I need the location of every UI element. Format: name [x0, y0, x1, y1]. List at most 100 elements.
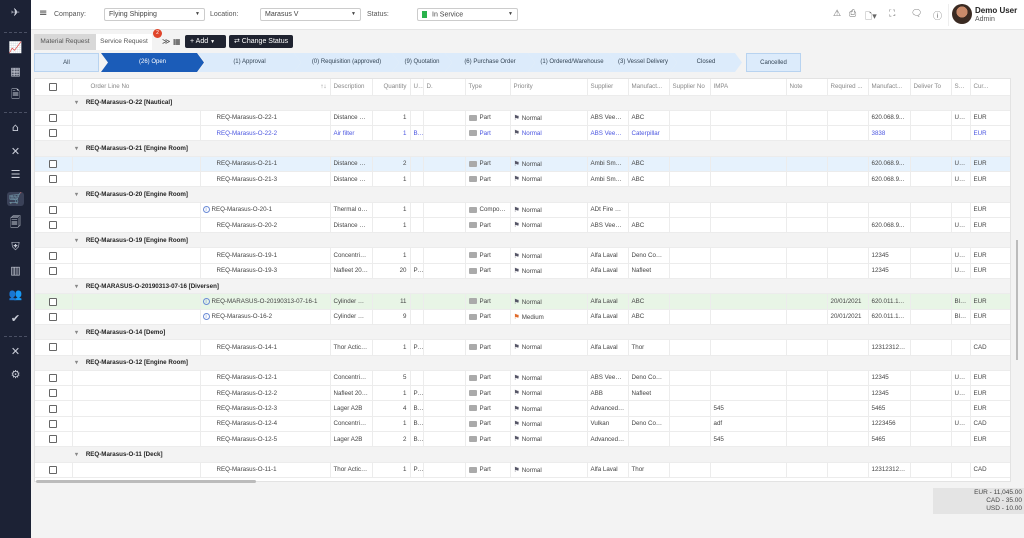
column-header-8[interactable]: Manufact... — [628, 79, 670, 96]
table-row[interactable]: REQ-Marasus-O-20-2 Distance bolt 1 Part ⚑ Nor… — [35, 217, 1010, 234]
group-row[interactable]: ▾ REQ-Marasus-O-21 [Engine Room] — [35, 140, 1010, 157]
collapse-icon[interactable]: ▾ — [75, 282, 80, 290]
document-gear-icon[interactable]: 🗐 — [10, 216, 21, 229]
gear-icon[interactable]: ⚙ — [10, 368, 21, 381]
export-icon[interactable]: 🗋▾ — [865, 12, 877, 22]
stage-2[interactable]: (1) Approval — [198, 53, 301, 72]
info-icon[interactable]: i — [202, 313, 210, 321]
table-row[interactable]: REQ-Marasus-O-12-2 Nafleet 2000 1 Pcs Part ⚑ N… — [35, 385, 1010, 402]
users-icon[interactable]: 👥 — [8, 288, 23, 301]
menu-icon[interactable]: ≡ — [39, 8, 48, 19]
home-icon[interactable]: ⌂ — [12, 121, 19, 134]
column-header-6[interactable]: Priority — [510, 79, 588, 96]
table-row[interactable]: REQ-Marasus-O-12-4 Concentric valve stage… — [35, 416, 1010, 433]
row-checkbox[interactable] — [49, 113, 58, 122]
column-header-7[interactable]: Supplier — [587, 79, 629, 96]
info-icon[interactable]: ⓘ — [933, 12, 943, 22]
collapse-icon[interactable]: ▾ — [75, 359, 80, 367]
column-header-11[interactable]: Note — [786, 79, 828, 96]
horizontal-scrollbar[interactable] — [36, 480, 256, 483]
group-title[interactable]: ▾ REQ-Marasus-O-12 [Engine Room] — [72, 355, 1010, 371]
document-search-icon[interactable]: 🗎 — [11, 88, 20, 101]
row-checkbox[interactable] — [49, 312, 58, 321]
tab-service-request[interactable]: Service Request — [96, 34, 152, 50]
row-checkbox[interactable] — [49, 389, 58, 398]
info-icon[interactable]: i — [202, 298, 210, 305]
checklist-icon[interactable]: ☰ — [10, 168, 21, 181]
column-header-3[interactable]: Unit — [410, 79, 424, 96]
group-row[interactable]: ▾ REQ-Marasus-O-12 [Engine Room] — [35, 355, 1010, 371]
row-checkbox[interactable] — [49, 221, 58, 230]
row-checkbox[interactable] — [49, 129, 58, 138]
stage-8[interactable]: Closed — [670, 53, 742, 72]
tools-icon[interactable]: ✕ — [10, 145, 21, 158]
table-row[interactable]: REQ-Marasus-O-19-3 Nafleet 2000 20 Pcs Part ⚑… — [35, 263, 1010, 280]
group-row[interactable]: ▾ REQ-Marasus-O-19 [Engine Room] — [35, 232, 1010, 249]
group-title[interactable]: ▾ REQ-Marasus-O-20 [Engine Room] — [72, 186, 1010, 203]
group-title[interactable]: ▾ REQ-MARASUS-O-20190313-07-16 [Diversen… — [72, 278, 1010, 295]
column-header-12[interactable]: Required ... — [827, 79, 869, 96]
group-row[interactable]: ▾ REQ-Marasus-O-14 [Demo] — [35, 324, 1010, 341]
row-checkbox[interactable] — [49, 419, 58, 428]
print-icon[interactable]: ⎙ — [849, 9, 857, 19]
collapse-all-icon[interactable]: ≫ — [162, 37, 171, 46]
row-checkbox[interactable] — [49, 465, 58, 474]
table-row[interactable]: REQ-Marasus-O-21-3 Distance bolt 1 Part ⚑ Nor… — [35, 171, 1010, 188]
grid-icon[interactable]: ▦ — [10, 65, 21, 78]
table-row[interactable]: REQ-Marasus-O-11-1 Thor Acticides CMG 1 Pcs… — [35, 462, 1010, 478]
table-row[interactable]: i REQ-MARASUS-O-20190313-07-16-1 Cylinder … — [35, 293, 1010, 310]
group-row[interactable]: ▾ REQ-Marasus-O-11 [Deck] — [35, 446, 1010, 463]
group-row[interactable]: ▾ REQ-Marasus-O-20 [Engine Room] — [35, 186, 1010, 203]
add-button[interactable]: + Add ▼ — [185, 35, 226, 48]
row-checkbox[interactable] — [49, 373, 58, 382]
table-row[interactable]: REQ-Marasus-O-21-1 Distance bolt 2 Part ⚑ Nor… — [35, 156, 1010, 172]
collapse-icon[interactable]: ▾ — [75, 328, 80, 336]
company-select[interactable]: Flying Shipping ▼ — [104, 8, 205, 21]
table-row[interactable]: REQ-Marasus-O-22-2 Air filter 1 Box of 6 Par… — [35, 125, 1010, 142]
table-row[interactable]: REQ-Marasus-O-12-3 Lager A2B 4 Box of 12 Par… — [35, 400, 1010, 417]
column-header-2[interactable]: Quantity — [372, 79, 411, 96]
stage-9[interactable]: Cancelled — [746, 53, 801, 72]
column-header-5[interactable]: Type — [465, 79, 511, 96]
stage-7[interactable]: (3) Vessel Delivery — [609, 53, 677, 72]
group-title[interactable]: ▾ REQ-Marasus-O-22 [Nautical] — [72, 95, 1010, 111]
column-header-1[interactable]: Description — [330, 79, 373, 96]
table-row[interactable]: REQ-Marasus-O-12-1 Concentric valve stage… — [35, 370, 1010, 387]
chat-icon[interactable]: 🗨 — [911, 9, 923, 19]
shield-plus-icon[interactable]: ⛨ — [11, 240, 20, 253]
row-checkbox[interactable] — [49, 159, 58, 168]
columns-icon[interactable]: ▦ — [173, 37, 181, 46]
info-icon[interactable]: i — [202, 206, 210, 214]
row-checkbox[interactable] — [49, 266, 58, 275]
group-row[interactable]: ▾ REQ-MARASUS-O-20190313-07-16 [Diversen… — [35, 278, 1010, 295]
row-checkbox[interactable] — [49, 404, 58, 413]
table-row[interactable]: REQ-Marasus-O-12-5 Lager A2B 2 Box of 12 Par… — [35, 431, 1010, 448]
row-checkbox[interactable] — [49, 297, 58, 306]
tab-material-request[interactable]: Material Request — [34, 34, 96, 50]
row-checkbox[interactable] — [49, 251, 58, 260]
column-header-4[interactable]: D. — [423, 79, 466, 96]
select-all-checkbox[interactable] — [49, 82, 58, 91]
row-checkbox[interactable] — [49, 343, 58, 352]
stage-1[interactable]: (26) Open — [101, 53, 204, 72]
avatar[interactable] — [952, 4, 972, 24]
table-row[interactable]: REQ-Marasus-O-22-1 Distance bolt 1 Part ⚑ Nor… — [35, 110, 1010, 127]
stage-0[interactable]: All — [34, 53, 99, 72]
collapse-icon[interactable]: ▾ — [75, 99, 80, 107]
column-header-13[interactable]: Manufact... — [868, 79, 911, 96]
vertical-scrollbar[interactable] — [1016, 240, 1018, 360]
warning-icon[interactable]: ⚠ — [833, 9, 842, 19]
status-select[interactable]: In Service ▼ — [417, 8, 518, 21]
table-row[interactable]: REQ-Marasus-O-14-1 Thor Acticides CMG 1 Pcs… — [35, 339, 1010, 356]
collapse-icon[interactable]: ▾ — [75, 450, 80, 458]
sort-icon[interactable]: ↑↓ — [320, 83, 327, 91]
column-header-14[interactable]: Deliver To — [910, 79, 952, 96]
stage-6[interactable]: (1) Ordered/Warehouse — [528, 53, 616, 72]
chart-line-icon[interactable]: 📈 — [8, 41, 23, 54]
table-row[interactable]: REQ-Marasus-O-19-1 Concentric valve stage… — [35, 247, 1010, 264]
column-header-16[interactable]: Cur... — [970, 79, 1010, 96]
row-checkbox[interactable] — [49, 175, 58, 184]
row-checkbox[interactable] — [49, 205, 58, 214]
